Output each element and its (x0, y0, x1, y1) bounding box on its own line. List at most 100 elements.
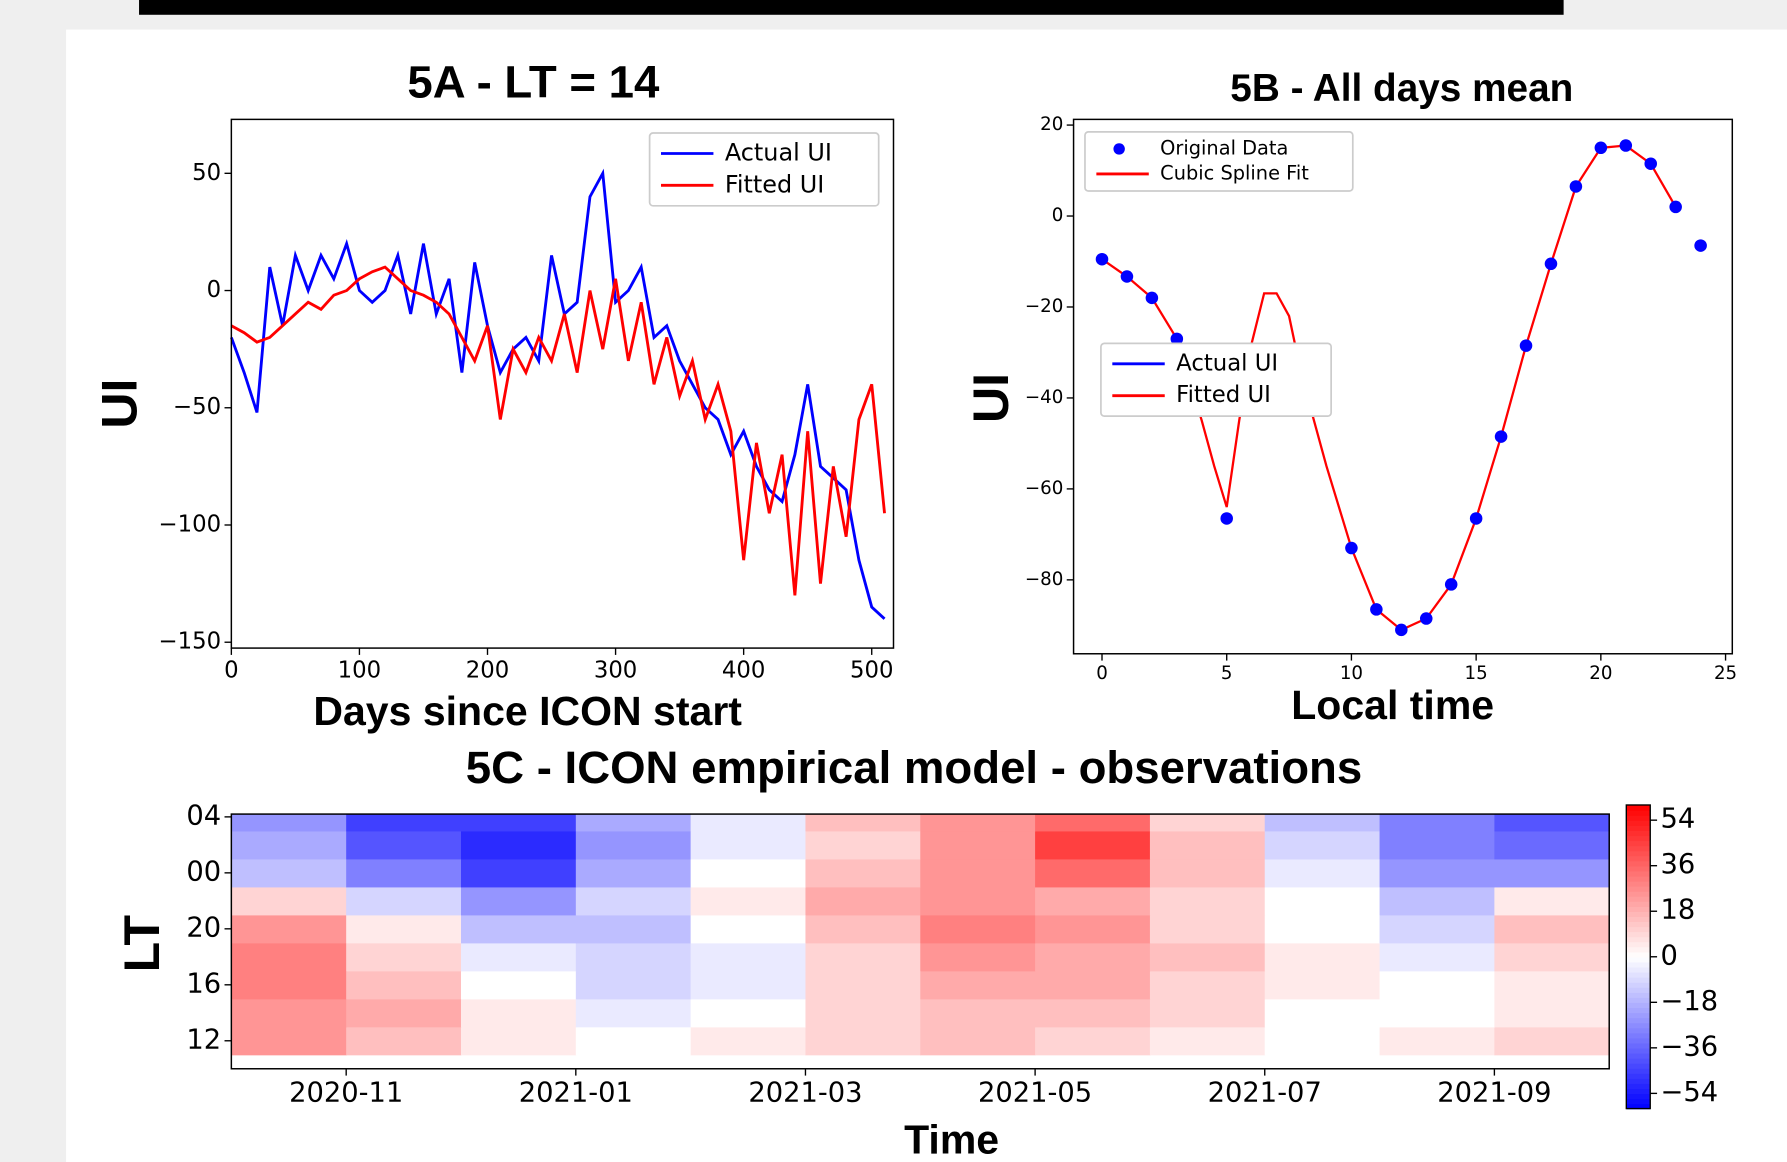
data-point (1644, 157, 1658, 170)
heatmap-cell (805, 998, 921, 1028)
y-tick-label: 0 (207, 277, 222, 303)
y-tick-label: −80 (1025, 569, 1063, 590)
colorbar-swatch (1626, 911, 1651, 917)
colorbar-swatch (1626, 1012, 1651, 1019)
heatmap-cell (575, 886, 692, 916)
colorbar-swatch (1626, 825, 1651, 831)
heatmap-cell (575, 858, 692, 888)
colorbar-swatch (1626, 896, 1651, 902)
heatmap-cell (690, 858, 807, 888)
heatmap-cell (1264, 1026, 1381, 1056)
colorbar-swatch (1626, 931, 1651, 938)
heatmap-cell (690, 814, 807, 832)
heatmap-cell (460, 998, 577, 1028)
heatmap-cell (690, 886, 807, 916)
heatmap-cell (805, 1026, 921, 1056)
data-point (1095, 252, 1109, 266)
colorbar-swatch (1626, 1027, 1651, 1034)
data-point (1120, 270, 1134, 283)
heatmap-cell (460, 970, 577, 1000)
x-axis-label: Time (904, 1117, 999, 1162)
x-tick-label: 0 (1096, 663, 1108, 684)
colorbar-swatch (1626, 855, 1651, 862)
heatmap-cell (1264, 830, 1381, 860)
chart-title: 5C - ICON empirical model - observations (466, 742, 1362, 793)
colorbar-swatch (1626, 1068, 1651, 1074)
y-tick-label: 16 (186, 968, 221, 999)
heatmap-cell (690, 942, 807, 972)
heatmap-cell (575, 1026, 692, 1056)
colorbar-swatch (1626, 997, 1651, 1003)
colorbar-swatch (1626, 936, 1651, 943)
heatmap-cell (1494, 814, 1610, 832)
colorbar-swatch (1626, 926, 1651, 933)
heatmap-cell (805, 830, 921, 860)
colorbar-swatch (1626, 971, 1651, 978)
heatmap-cell (690, 914, 807, 944)
colorbar-swatch (1626, 956, 1651, 963)
colorbar-swatch (1626, 1098, 1651, 1105)
legend-box (1084, 131, 1354, 192)
colorbar-swatch (1626, 1022, 1651, 1029)
x-tick-label: 25 (1714, 663, 1737, 684)
heatmap-cell (460, 942, 577, 972)
colorbar-swatch (1626, 835, 1651, 842)
colorbar-tick-label: 0 (1660, 940, 1677, 971)
colorbar-swatch (1626, 804, 1651, 811)
heatmap-cell (1494, 858, 1610, 888)
data-point (1569, 180, 1583, 193)
heatmap-cell (1264, 914, 1381, 944)
x-tick-label: 400 (722, 657, 765, 683)
y-axis-label: UI (963, 373, 1019, 423)
colorbar-tick-label: 18 (1660, 895, 1695, 926)
colorbar-swatch (1626, 1042, 1651, 1049)
data-point (1594, 141, 1608, 155)
heatmap-cell (575, 830, 692, 860)
line-series (230, 168, 886, 620)
x-axis-label: Local time (1291, 682, 1494, 728)
fit-line (1101, 144, 1677, 632)
colorbar-swatch (1626, 1063, 1651, 1069)
data-point (1419, 612, 1433, 625)
heatmap-cell (346, 998, 462, 1028)
heatmap-cell (1494, 942, 1610, 972)
colorbar-swatch (1626, 1052, 1651, 1059)
x-tick-label: 5 (1221, 663, 1233, 684)
heatmap-cell (690, 970, 807, 1000)
y-tick-label: 12 (186, 1024, 221, 1055)
x-tick-label: 2020-11 (289, 1078, 403, 1109)
heatmap-cell (1494, 998, 1610, 1028)
heatmap-cell (1035, 970, 1151, 1000)
x-axis-label: Days since ICON start (313, 688, 742, 734)
y-tick-label: −150 (159, 629, 222, 655)
colorbar-swatch (1626, 1007, 1651, 1014)
colorbar-swatch (1626, 1037, 1651, 1044)
heatmap-cell (231, 1026, 347, 1056)
heatmap-cell (1149, 942, 1266, 972)
heatmap-cell (1149, 830, 1266, 860)
heatmap-cell (1149, 858, 1266, 888)
heatmap-cell (1035, 942, 1151, 972)
colorbar-swatch (1626, 815, 1651, 821)
legend-label: Fitted UI (1176, 382, 1271, 408)
heatmap-cell (346, 830, 462, 860)
colorbar-swatch (1626, 865, 1651, 872)
heatmap-cell (920, 914, 1036, 944)
heatmap-cell (1494, 1026, 1610, 1056)
heatmap-cell (920, 998, 1036, 1028)
heatmap-cell (1264, 814, 1381, 832)
colorbar-swatch (1626, 885, 1651, 892)
x-tick-label: 300 (594, 657, 637, 683)
y-tick-label: 04 (186, 800, 221, 831)
x-tick-label: 100 (338, 657, 381, 683)
colorbar-swatch (1626, 1093, 1651, 1100)
colorbar-tick-label: 54 (1660, 804, 1695, 835)
legend-box (648, 132, 880, 207)
y-tick-label: 0 (1052, 205, 1064, 226)
colorbar-swatch (1626, 850, 1651, 857)
x-tick-label: 0 (224, 657, 239, 683)
data-point (1444, 578, 1458, 591)
heatmap-cell (1379, 998, 1495, 1028)
heatmap-cell (460, 886, 577, 916)
heatmap-cell (1494, 830, 1610, 860)
